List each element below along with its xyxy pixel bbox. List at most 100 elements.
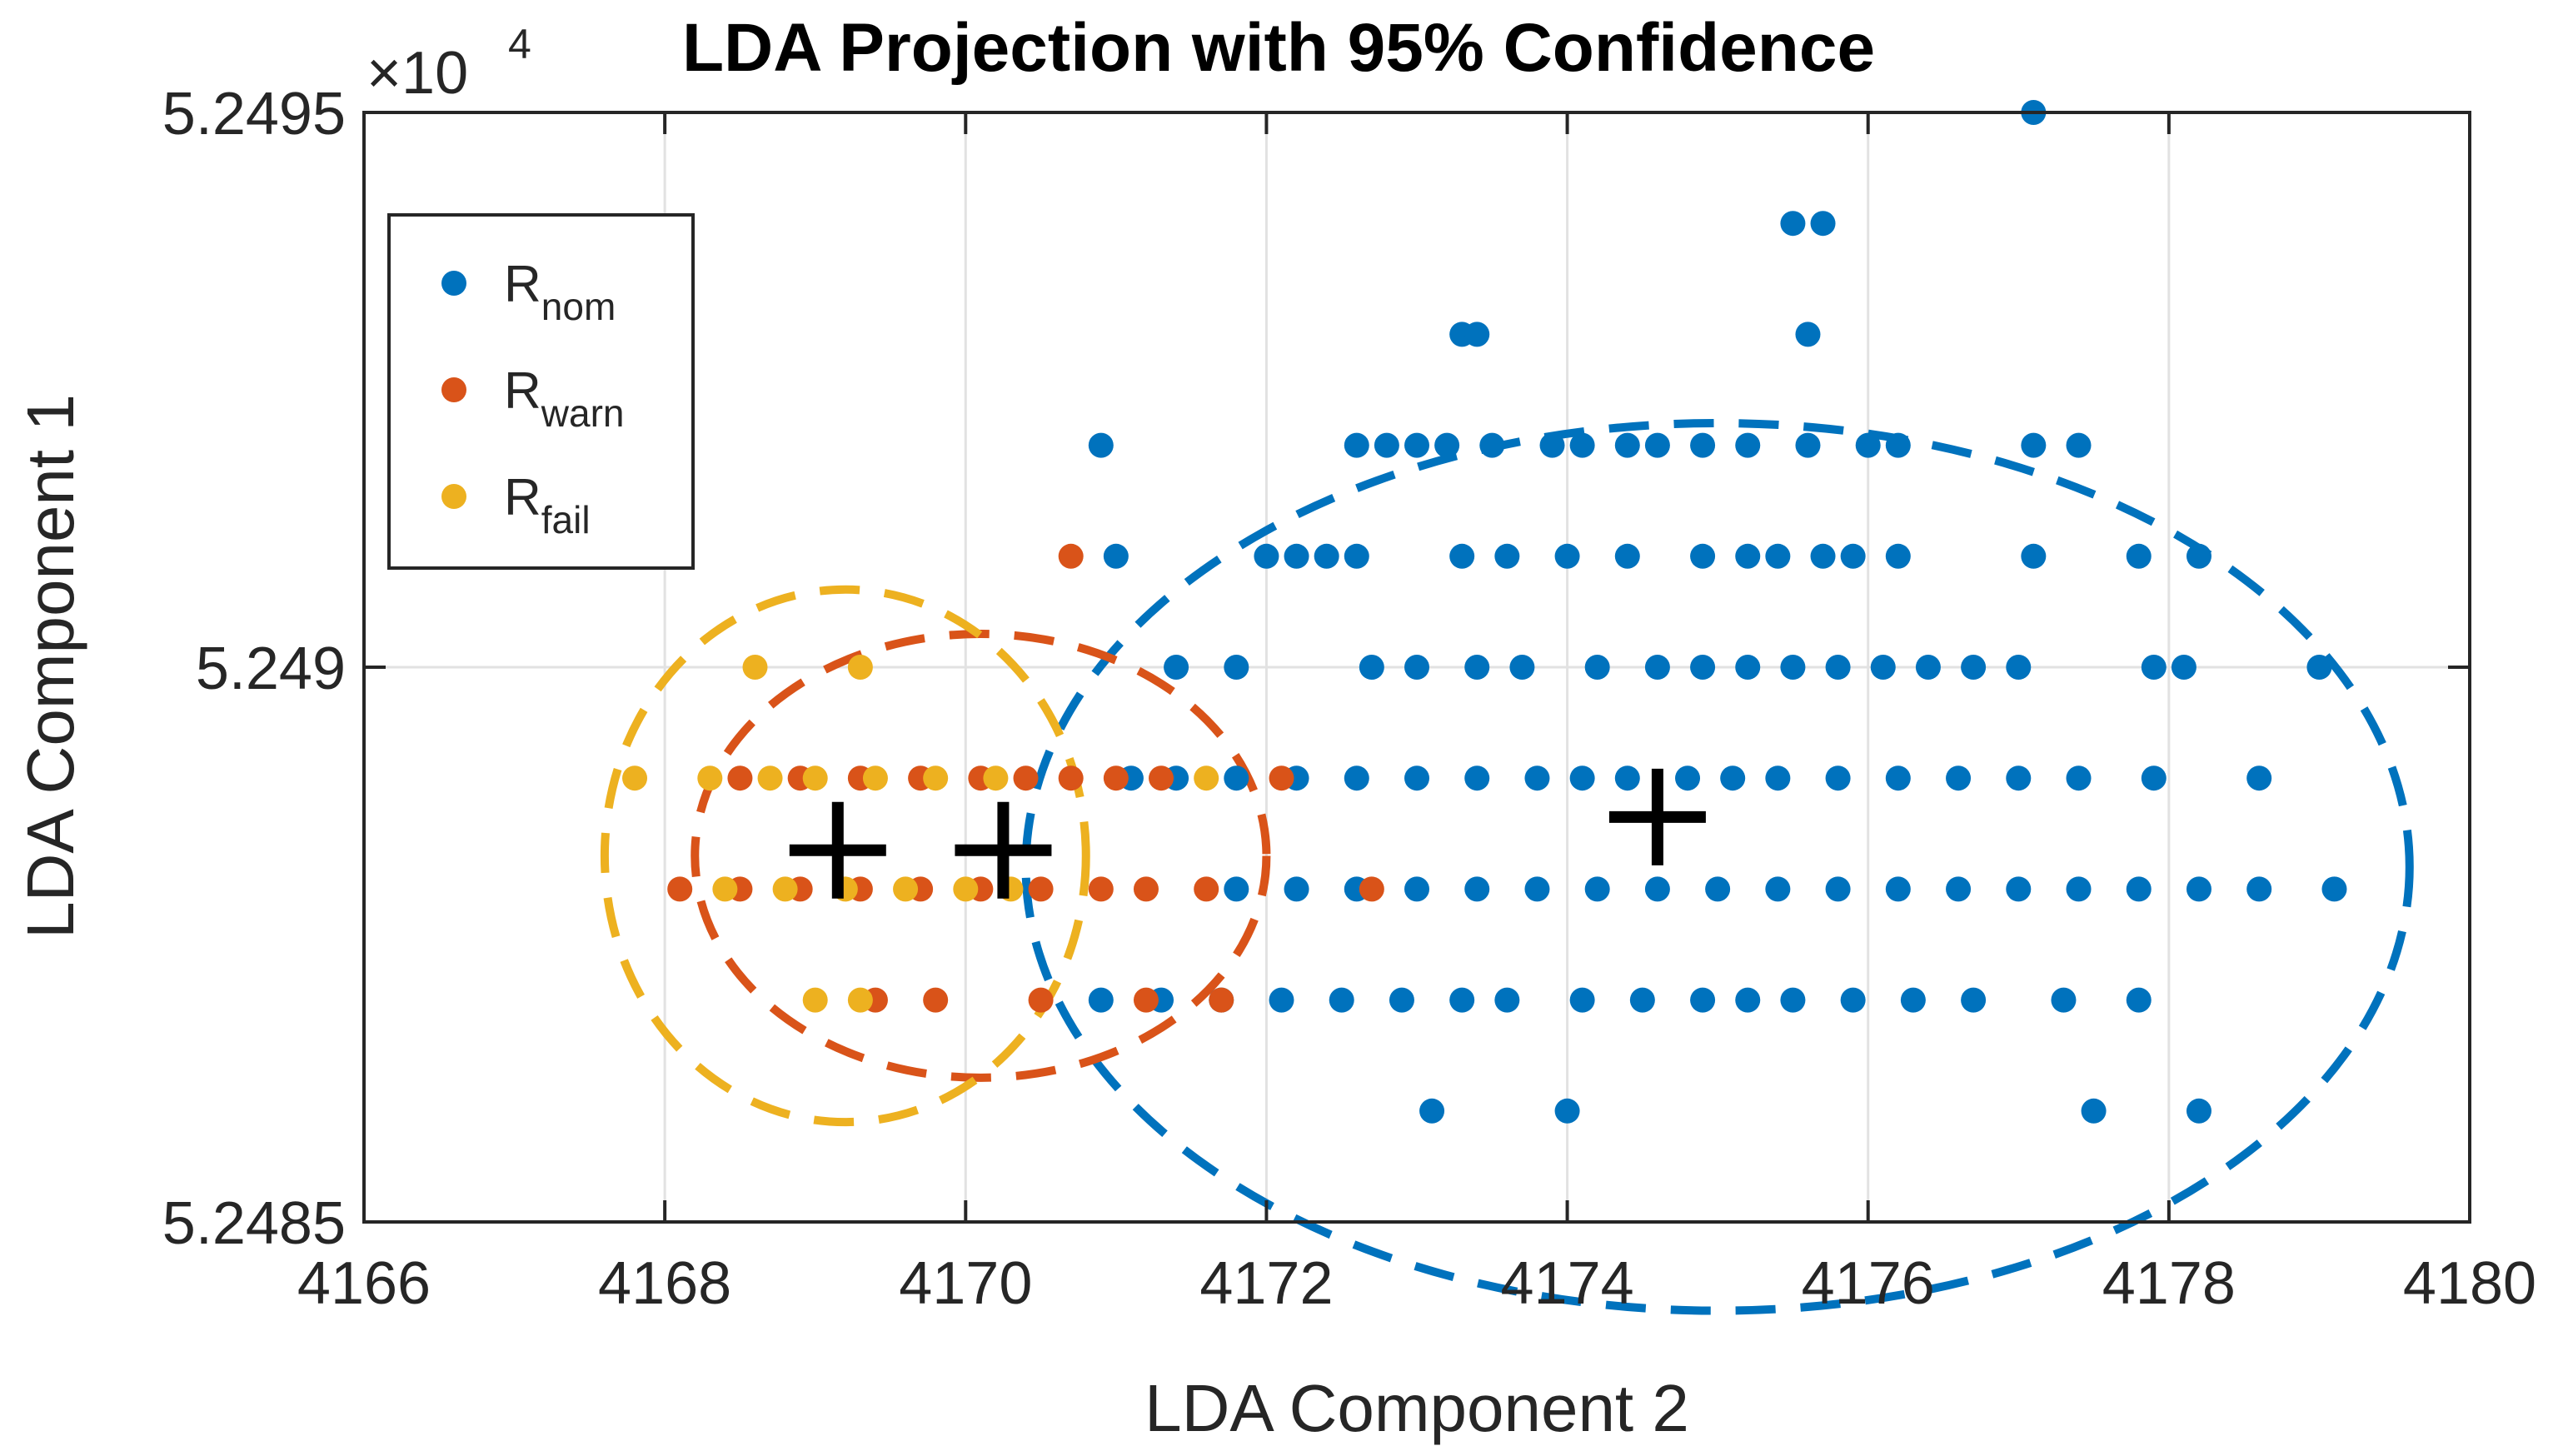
point-nom [1885,876,1911,902]
point-nom [2021,543,2047,569]
legend-marker-warn [441,377,466,402]
legend-label-nom: Rnom [504,256,616,328]
point-fail [757,765,783,791]
centroid-markers [789,768,1706,899]
point-nom [1359,655,1384,680]
point-nom [1509,655,1535,680]
point-nom [1569,987,1595,1013]
point-nom [1224,765,1249,791]
point-nom [1284,876,1309,902]
point-nom [1705,876,1731,902]
point-fail [697,765,723,791]
point-nom [2141,655,2167,680]
point-nom [1449,543,1475,569]
point-nom [1795,432,1821,458]
point-nom [1885,765,1911,791]
centroid-marker-R_warn [955,801,1052,899]
centroid-marker-R_fail [789,801,886,899]
point-nom [1629,987,1655,1013]
point-nom [1269,987,1294,1013]
point-nom [2126,876,2152,902]
point-fail [1194,765,1219,791]
point-nom [1735,432,1761,458]
point-nom [1404,655,1429,680]
point-nom [1765,765,1791,791]
point-nom [1464,322,1490,347]
point-nom [1915,655,1941,680]
point-warn [1133,876,1159,902]
point-nom [1765,543,1791,569]
point-nom [1840,543,1866,569]
point-nom [2126,987,2152,1013]
x-axis-ticks: 4166 4168 4170 4172 4174 4176 4178 4180 [297,112,2536,1317]
y-axis-exponent-base: ×10 [366,40,468,107]
point-nom [1284,543,1309,569]
point-nom [1224,876,1249,902]
point-nom [1554,543,1580,569]
x-tick-label: 4170 [899,1250,1032,1317]
point-fail [712,876,738,902]
point-fail [953,876,979,902]
point-nom [1164,655,1189,680]
point-nom [2306,655,2332,680]
point-nom [2066,432,2092,458]
confidence-ellipses [600,418,2414,1315]
point-warn [667,876,693,902]
point-nom [1419,1098,1445,1124]
point-nom [1539,432,1565,458]
point-nom [2066,765,2092,791]
point-nom [1810,543,1836,569]
point-nom [1329,987,1354,1013]
y-tick-label: 5.249 [196,636,346,702]
point-warn [1269,765,1294,791]
point-nom [1254,543,1279,569]
point-nom [1494,987,1520,1013]
point-warn [1359,876,1384,902]
point-nom [2246,765,2272,791]
point-warn [1028,987,1054,1013]
point-nom [1644,655,1670,680]
point-warn [1013,765,1039,791]
x-tick-label: 4178 [2102,1250,2236,1317]
point-fail [802,987,828,1013]
point-nom [1961,655,1987,680]
point-nom [1825,765,1851,791]
point-nom [1554,1098,1580,1124]
y-tick-label: 5.2485 [162,1190,346,1257]
point-warn [727,765,753,791]
point-nom [1404,876,1429,902]
point-nom [1780,987,1806,1013]
point-warn [1088,876,1114,902]
point-nom [2186,876,2211,902]
point-nom [1780,655,1806,680]
point-nom [1810,211,1836,237]
point-warn [1133,987,1159,1013]
point-nom [1569,765,1595,791]
point-nom [1614,543,1640,569]
point-nom [1795,322,1821,347]
point-nom [1690,655,1716,680]
x-tick-label: 4180 [2403,1250,2536,1317]
point-nom [1735,543,1761,569]
legend-label-base: R [504,469,541,526]
point-nom [1344,432,1369,458]
point-fail [772,876,798,902]
point-nom [2081,1098,2107,1124]
point-warn [1149,765,1174,791]
scatter-points [622,100,2347,1124]
point-fail [847,655,873,680]
legend-label-subscript: fail [541,498,591,541]
point-nom [1885,432,1911,458]
point-nom [2246,876,2272,902]
legend-box [387,213,695,570]
confidence-ellipse-R_nom [1021,418,2414,1315]
x-tick-label: 4174 [1500,1250,1633,1317]
point-nom [2126,543,2152,569]
point-nom [1374,432,1399,458]
legend-label-subscript: warn [541,391,625,435]
point-warn [923,987,949,1013]
point-nom [1765,876,1791,902]
